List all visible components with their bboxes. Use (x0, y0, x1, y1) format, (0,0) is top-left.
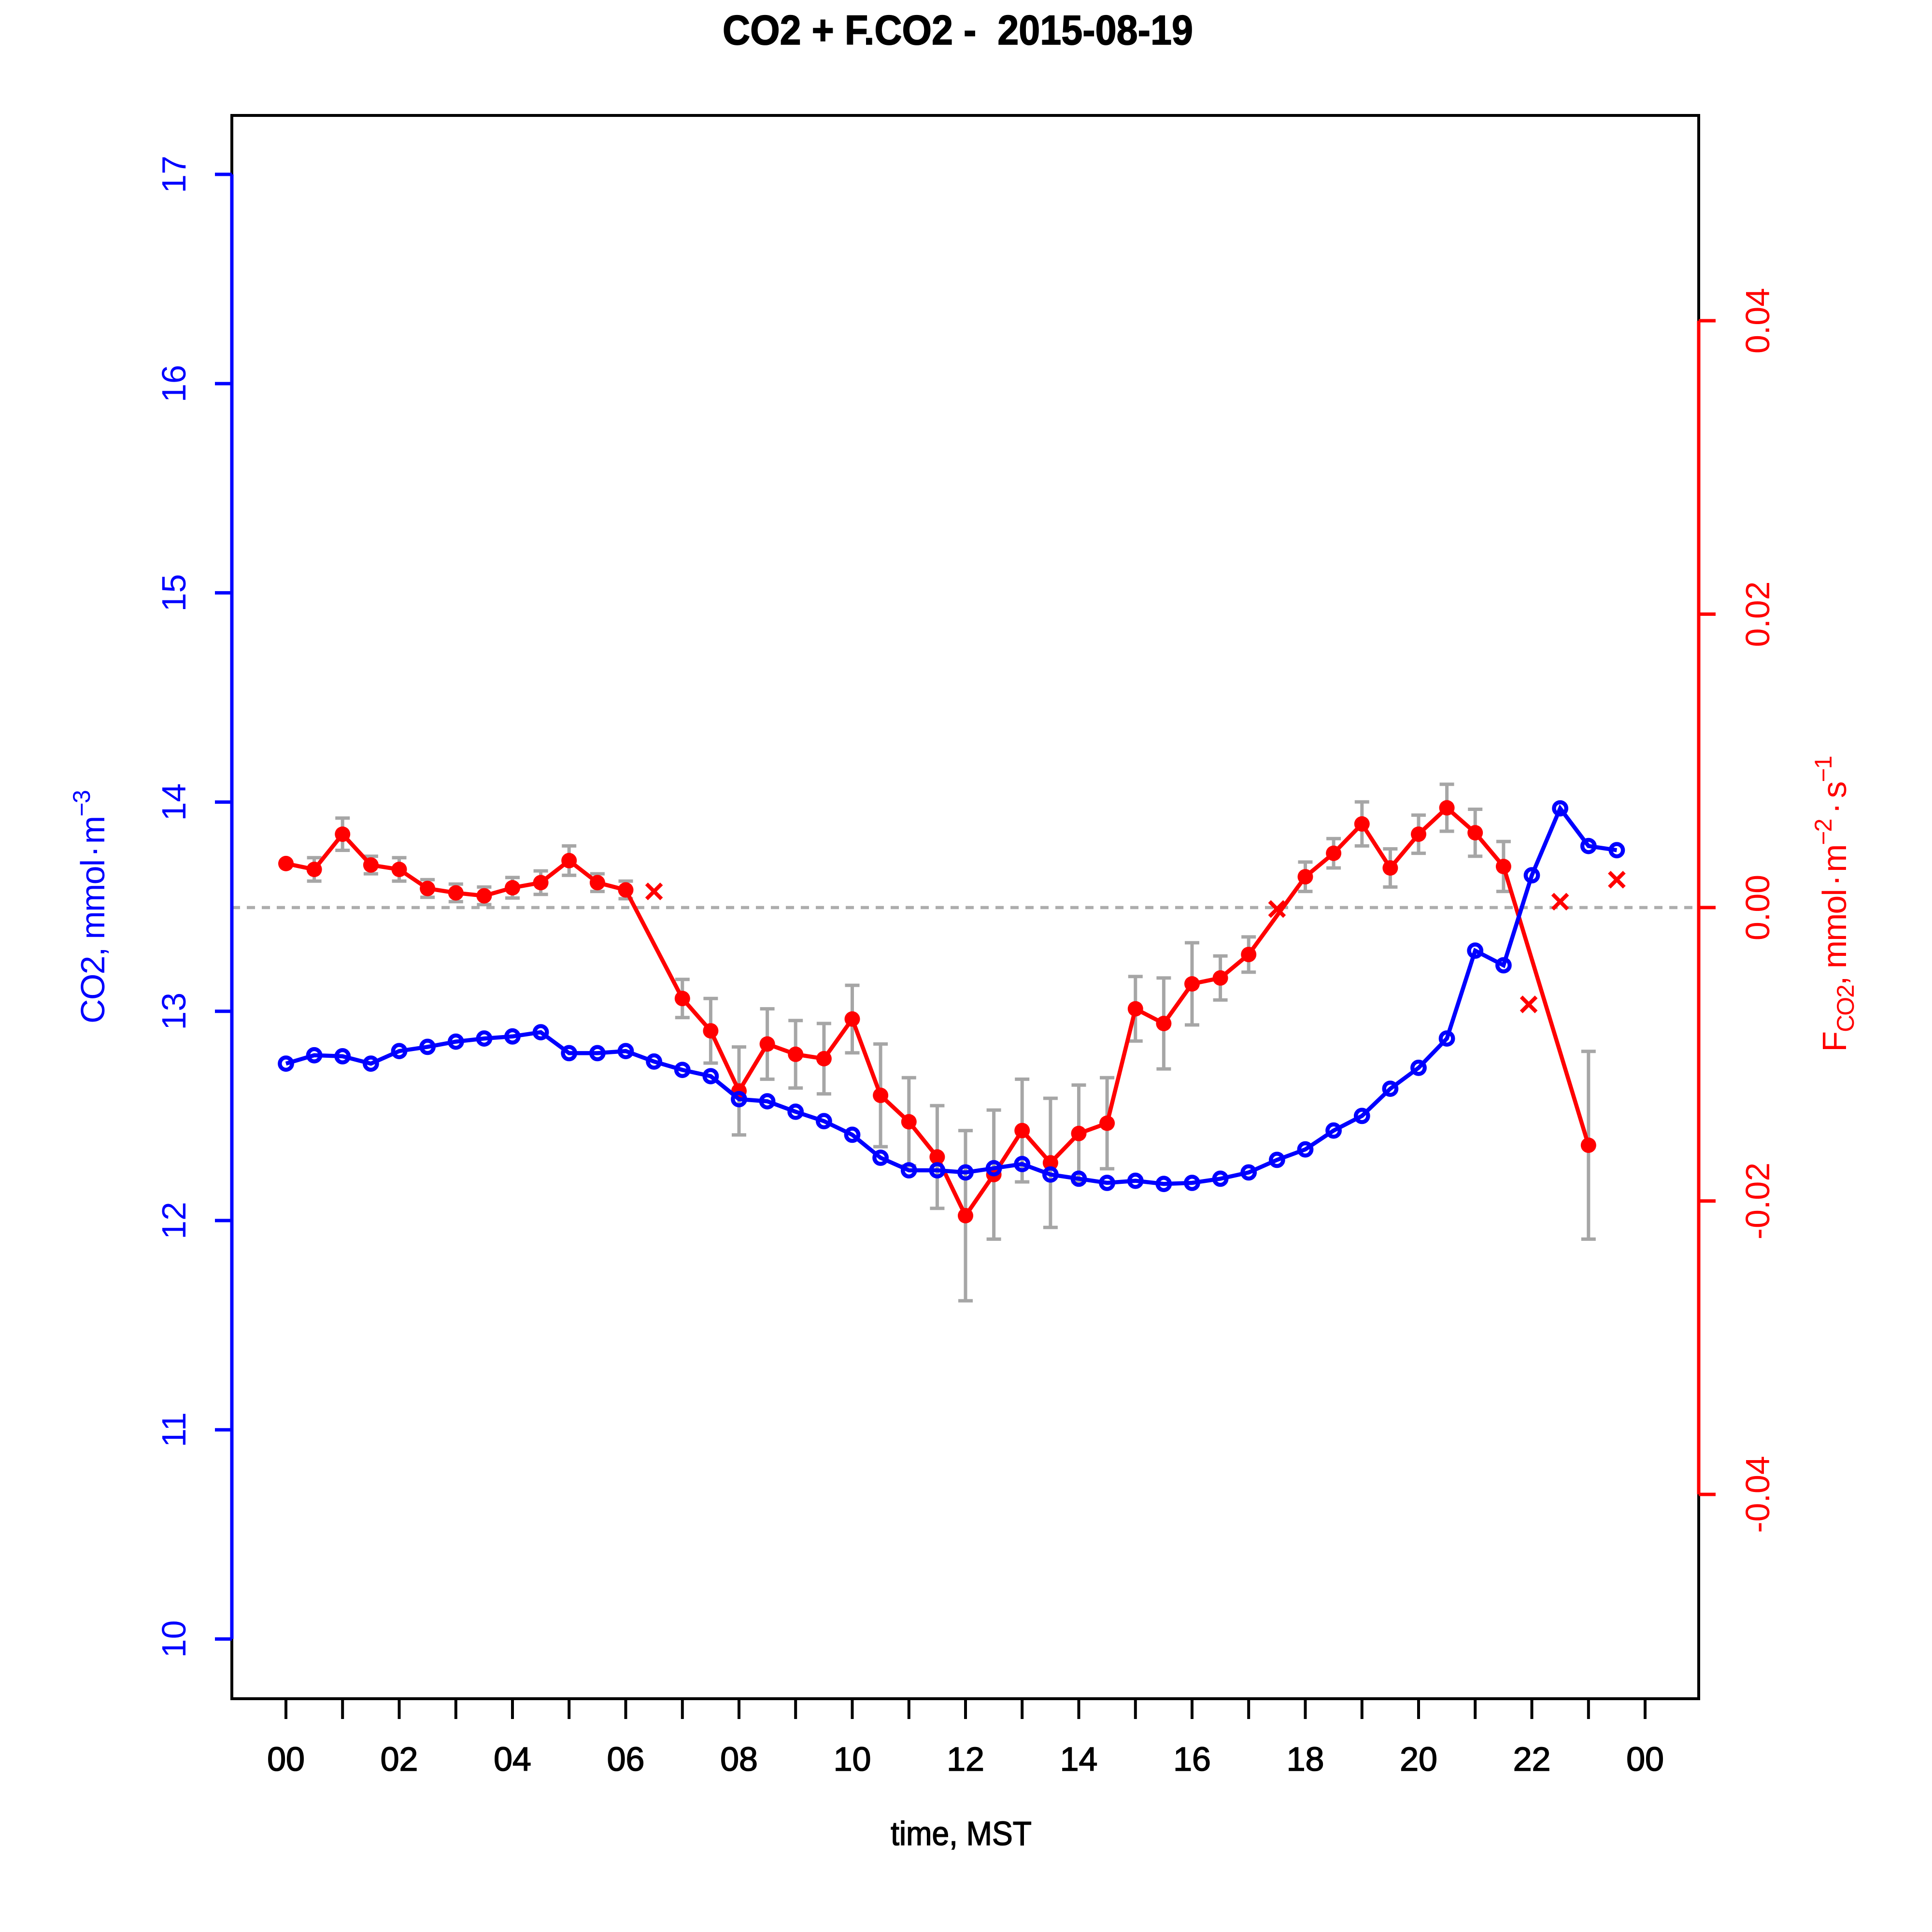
svg-text:15: 15 (155, 574, 193, 611)
svg-text:08: 08 (720, 1740, 758, 1778)
svg-text:00: 00 (267, 1740, 305, 1778)
svg-text:time, MST: time, MST (891, 1815, 1032, 1852)
svg-text:10: 10 (834, 1740, 871, 1778)
svg-text:16: 16 (1173, 1740, 1211, 1778)
svg-text:0.02: 0.02 (1739, 581, 1776, 647)
svg-text:CO2, mmol · m−3: CO2, mmol · m−3 (68, 791, 112, 1023)
svg-text:12: 12 (155, 1202, 193, 1239)
svg-text:12: 12 (947, 1740, 984, 1778)
svg-text:14: 14 (1060, 1740, 1098, 1778)
svg-text:CO2 + F.CO2 - 2015-08-19: CO2 + F.CO2 - 2015-08-19 (723, 7, 1193, 54)
svg-text:22: 22 (1513, 1740, 1551, 1778)
svg-text:13: 13 (155, 993, 193, 1030)
svg-text:20: 20 (1400, 1740, 1437, 1778)
svg-text:02: 02 (381, 1740, 418, 1778)
svg-text:14: 14 (155, 783, 193, 821)
svg-text:17: 17 (155, 156, 193, 193)
svg-text:0.04: 0.04 (1739, 288, 1776, 354)
svg-text:04: 04 (494, 1740, 531, 1778)
svg-text:0.00: 0.00 (1739, 875, 1776, 940)
svg-text:00: 00 (1626, 1740, 1664, 1778)
svg-text:16: 16 (155, 365, 193, 402)
svg-text:10: 10 (155, 1620, 193, 1658)
svg-text:-0.02: -0.02 (1739, 1163, 1776, 1240)
svg-text:18: 18 (1287, 1740, 1324, 1778)
svg-text:11: 11 (155, 1412, 193, 1448)
svg-text:-0.04: -0.04 (1739, 1456, 1776, 1533)
svg-text:06: 06 (607, 1740, 645, 1778)
